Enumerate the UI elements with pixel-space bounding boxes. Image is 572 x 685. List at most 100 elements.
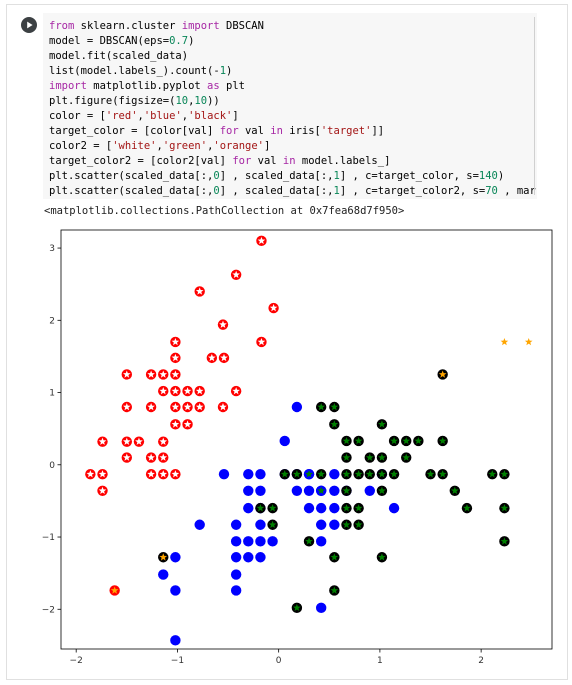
code-line: list(model.labels_).count(-1): [49, 64, 537, 79]
x-tick-label: −2: [70, 656, 83, 666]
star-marker-green: [342, 453, 351, 461]
code-token: 0: [213, 185, 220, 197]
code-token: 'white': [112, 140, 157, 152]
code-line: target_color2 = [color2[val] for val in …: [49, 154, 537, 169]
code-token: 1: [333, 185, 340, 197]
star-marker-blue: [317, 504, 325, 512]
code-token: plt.figure(figsize=(: [49, 95, 176, 107]
code-line: plt.figure(figsize=(10,10)): [49, 94, 537, 109]
star-marker-blue: [232, 520, 240, 528]
code-line: target_color = [color[val] for val in ir…: [49, 124, 537, 139]
code-token: DBSCAN: [219, 20, 264, 32]
star-marker-blue: [232, 570, 240, 578]
x-tick-label: 2: [478, 656, 484, 666]
star-marker-white: [195, 287, 204, 295]
code-token: list(model.labels_).count(-: [49, 65, 220, 77]
star-marker-green: [378, 420, 386, 428]
star-marker-white: [98, 470, 107, 478]
code-token: ]: [232, 110, 239, 122]
star-marker-green: [330, 586, 339, 594]
code-token: 70: [485, 185, 498, 197]
code-token: target_color2 = [color2[val]: [49, 155, 233, 167]
star-marker-white: [219, 402, 227, 411]
code-token: model.labels_]: [295, 155, 391, 167]
code-token: color2 = [: [49, 140, 113, 152]
star-marker-blue: [268, 537, 277, 545]
star-marker-white: [98, 486, 107, 495]
star-marker-blue: [365, 486, 374, 495]
star-marker-green: [317, 402, 325, 411]
code-token: in: [270, 125, 283, 137]
code-token: ,: [181, 110, 189, 122]
star-marker-blue: [220, 470, 228, 478]
star-marker-green: [500, 537, 509, 545]
star-marker-blue: [256, 537, 265, 545]
star-marker-orange: [110, 586, 119, 594]
code-token: 'red': [105, 110, 138, 122]
star-marker-white: [195, 387, 204, 395]
star-marker-blue: [330, 486, 339, 495]
editor-scrollbar[interactable]: [534, 17, 535, 195]
code-token: ,: [137, 110, 144, 122]
code-token: val: [238, 125, 271, 137]
code-token: 1: [333, 170, 340, 182]
star-marker-white: [159, 387, 168, 395]
star-marker-green: [414, 436, 423, 445]
code-token: val: [251, 155, 283, 167]
star-marker-white: [159, 437, 168, 445]
star-marker-blue: [244, 553, 253, 561]
star-marker-green: [402, 436, 411, 445]
star-marker-blue: [232, 553, 240, 561]
code-lines: from sklearn.cluster import DBSCAN model …: [49, 19, 537, 199]
star-marker-green: [463, 504, 471, 512]
code-token: 'orange': [213, 140, 264, 152]
code-token: for: [232, 155, 252, 167]
star-marker-green: [426, 470, 435, 478]
star-marker-white: [159, 470, 168, 478]
star-marker-green: [378, 470, 386, 478]
x-tick-label: 1: [377, 656, 383, 666]
star-marker-blue: [244, 504, 253, 512]
star-marker-white: [147, 402, 155, 411]
code-token: 140: [478, 170, 498, 182]
star-marker-white: [257, 236, 266, 245]
code-line: import matplotlib.pyplot as plt: [49, 79, 537, 94]
star-marker-green: [256, 504, 265, 512]
star-marker-green: [500, 470, 509, 478]
star-marker-green: [305, 537, 313, 545]
star-marker-blue: [330, 470, 339, 478]
star-marker-green: [365, 470, 374, 478]
run-cell-button[interactable]: [21, 17, 37, 33]
code-token: iris[: [282, 125, 321, 137]
x-tick-label: 0: [276, 656, 282, 666]
star-marker-green: [354, 436, 363, 445]
star-marker-green: [451, 486, 459, 495]
code-token: 0: [213, 170, 220, 182]
star-marker-white: [219, 320, 227, 328]
star-marker-white: [98, 437, 107, 445]
code-line: color = ['red','blue','black']: [49, 109, 537, 124]
code-token: ,: [156, 140, 163, 152]
star-marker-green: [342, 520, 351, 528]
code-token: model = DBSCAN(eps=: [49, 35, 170, 47]
code-token: in: [282, 155, 296, 167]
star-marker-orange: [500, 337, 509, 346]
star-marker-blue: [293, 486, 301, 495]
play-icon: [27, 21, 33, 29]
star-marker-blue: [390, 504, 398, 512]
star-marker-blue: [195, 520, 204, 528]
star-marker-blue: [244, 486, 253, 495]
code-token: ] , scaled_data[:,: [219, 185, 334, 197]
code-editor[interactable]: from sklearn.cluster import DBSCAN model …: [43, 13, 537, 199]
star-marker-white: [123, 453, 131, 461]
star-marker-green: [293, 603, 301, 612]
star-marker-white: [123, 370, 131, 378]
star-marker-green: [280, 470, 289, 478]
code-token: ): [497, 170, 505, 182]
star-marker-green: [390, 436, 398, 445]
star-marker-blue: [293, 402, 301, 411]
star-marker-blue: [244, 470, 253, 478]
star-marker-blue: [256, 486, 265, 495]
code-token: target_color = [color[val]: [49, 125, 220, 137]
code-token: 1: [219, 65, 227, 77]
